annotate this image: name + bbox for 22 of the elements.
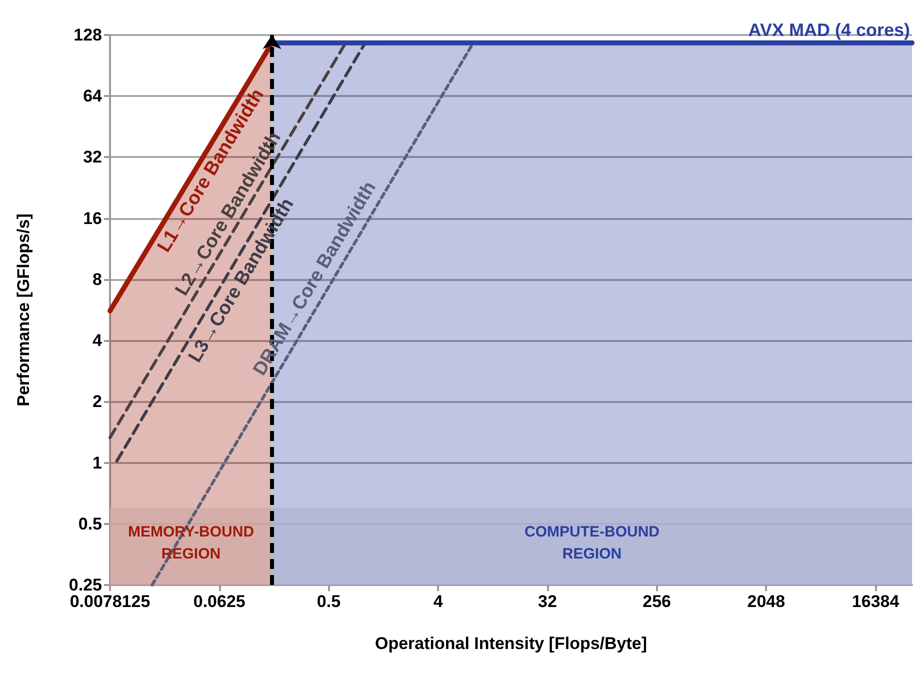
x-tick-label: 2048 bbox=[747, 592, 786, 611]
x-tick-label: 0.0625 bbox=[193, 592, 246, 611]
x-tick-label: 16384 bbox=[852, 592, 900, 611]
y-tick-label: 128 bbox=[74, 26, 102, 44]
y-tick-label: 1 bbox=[92, 453, 102, 472]
y-tick-label: 4 bbox=[92, 331, 103, 350]
x-tick-label: 0.0078125 bbox=[70, 592, 150, 611]
x-tick-label: 256 bbox=[642, 592, 672, 611]
x-tick-label: 32 bbox=[538, 592, 557, 611]
y-tick-label: 16 bbox=[83, 208, 102, 228]
x-axis-title: Operational Intensity [Flops/Byte] bbox=[374, 634, 648, 653]
y-axis-title: Performance [GFlops/s] bbox=[14, 214, 33, 406]
y-tick-label: 32 bbox=[83, 148, 102, 167]
y-tick-label: 8 bbox=[92, 270, 102, 289]
y-tick-label: 2 bbox=[92, 392, 102, 412]
y-tick-label: 0.25 bbox=[68, 576, 102, 594]
x-tick-label: 4 bbox=[433, 592, 444, 611]
annotation: COMPUTE-BOUND REGION bbox=[524, 524, 660, 562]
x-tick-label: 0.5 bbox=[316, 592, 341, 611]
y-tick-label: 0.5 bbox=[78, 514, 102, 534]
series-label: AVX MAD (4 cores) bbox=[748, 20, 910, 40]
y-tick-label: 64 bbox=[83, 86, 103, 106]
